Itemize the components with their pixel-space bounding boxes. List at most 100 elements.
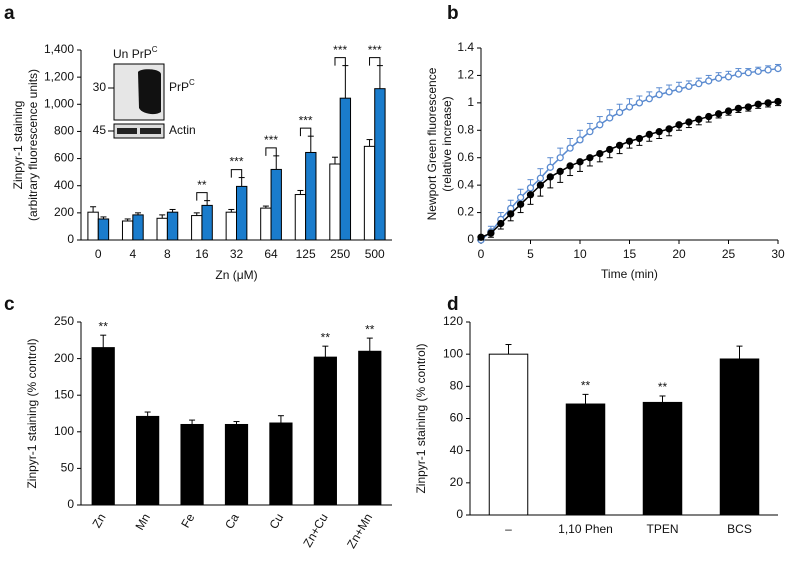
x-tick-label: Zn+Cu xyxy=(300,511,330,549)
bar xyxy=(488,353,529,516)
point xyxy=(576,158,584,166)
x-tick-label: – xyxy=(505,522,512,536)
y-tick-label: 40 xyxy=(450,443,464,457)
point xyxy=(744,69,752,77)
x-axis-label: Zn (μM) xyxy=(215,268,257,282)
panel-letter: a xyxy=(4,3,15,24)
y-tick-label: 0.2 xyxy=(457,205,474,219)
lane-label: PrP xyxy=(132,47,152,61)
significance-label: ** xyxy=(581,379,591,393)
significance-label: ** xyxy=(321,330,331,344)
y-tick-label: 60 xyxy=(450,411,464,425)
y-tick-label: 20 xyxy=(450,475,464,489)
bar xyxy=(363,145,376,241)
y-axis-label: Zinpyr-1 staining (% control) xyxy=(25,338,39,488)
bar xyxy=(156,217,168,241)
point xyxy=(487,229,495,237)
significance-label: *** xyxy=(333,43,347,57)
panel-letter: d xyxy=(447,294,459,315)
y-tick-label: 1.2 xyxy=(457,68,474,82)
x-tick-label: 125 xyxy=(296,247,316,261)
point xyxy=(714,74,723,82)
bar xyxy=(305,151,317,241)
point xyxy=(685,118,693,126)
y-axis-label: Newport Green fluorescence xyxy=(425,67,439,220)
point xyxy=(695,115,703,123)
lane-label-sup: C xyxy=(152,45,158,54)
significance-bracket xyxy=(299,127,312,137)
y-tick-label: 100 xyxy=(54,424,74,438)
western-blot-inset: Un PrPC 30 45 PrPC Actin xyxy=(93,45,196,139)
lane-label: Un xyxy=(113,47,128,61)
significance-bracket xyxy=(334,57,346,66)
panel-letter: c xyxy=(4,294,15,315)
bar xyxy=(180,423,204,506)
point xyxy=(655,90,663,99)
point xyxy=(744,103,752,111)
bar xyxy=(191,215,203,241)
lane-label: Un PrPC xyxy=(113,45,158,61)
point xyxy=(705,77,713,85)
significance-label: *** xyxy=(264,133,278,147)
bar xyxy=(565,403,606,516)
significance-label: ** xyxy=(197,178,207,192)
significance-bracket xyxy=(230,169,243,178)
point xyxy=(665,88,673,96)
point xyxy=(507,210,515,218)
x-tick-label: 16 xyxy=(195,247,209,261)
point xyxy=(724,73,733,81)
panel-letter: b xyxy=(447,3,459,24)
significance-bracket xyxy=(369,57,381,66)
x-tick-label: 25 xyxy=(722,247,736,261)
point xyxy=(774,97,782,106)
point xyxy=(625,103,634,111)
significance-label: ** xyxy=(99,319,109,333)
bar xyxy=(719,358,760,516)
point xyxy=(645,130,653,139)
point xyxy=(764,99,772,107)
x-tick-label: 8 xyxy=(164,247,171,261)
point xyxy=(536,174,545,182)
point xyxy=(705,112,713,121)
y-tick-label: 150 xyxy=(54,387,74,401)
line xyxy=(480,100,779,238)
y-axis-label: (arbitrary fluorescence units) xyxy=(26,69,40,221)
point xyxy=(655,128,663,136)
significance-label: *** xyxy=(368,43,382,57)
y-tick-label: 1,400 xyxy=(44,42,74,56)
blot-band xyxy=(138,69,161,115)
band-label: Actin xyxy=(169,123,196,137)
bar xyxy=(225,211,237,241)
bar xyxy=(294,194,307,241)
x-tick-label: TPEN xyxy=(646,522,678,536)
point xyxy=(685,82,693,91)
y-tick-label: 1 xyxy=(467,95,474,109)
y-tick-label: 0 xyxy=(67,232,74,246)
point xyxy=(516,200,525,208)
y-tick-label: 1.4 xyxy=(457,40,474,54)
point xyxy=(526,191,535,199)
y-tick-label: 400 xyxy=(54,178,74,192)
point xyxy=(635,134,644,143)
bar xyxy=(313,356,337,506)
y-axis-label: Zinpyr-1 staining (% control) xyxy=(414,343,428,493)
y-tick-label: 200 xyxy=(54,351,74,365)
x-tick-label: Mn xyxy=(133,511,153,532)
significance-bracket xyxy=(265,147,277,156)
bar xyxy=(260,207,272,241)
point xyxy=(516,193,525,202)
line xyxy=(480,67,779,241)
point xyxy=(645,95,653,103)
blot-band xyxy=(140,128,161,134)
bar xyxy=(87,211,99,241)
significance-label: *** xyxy=(299,113,313,127)
y-tick-label: 120 xyxy=(443,314,463,328)
y-tick-label: 0 xyxy=(67,497,74,511)
y-tick-label: 0.8 xyxy=(457,122,474,136)
bar xyxy=(236,185,248,241)
blot-band xyxy=(117,128,137,134)
bar xyxy=(166,211,179,241)
point xyxy=(596,121,604,129)
y-tick-label: 600 xyxy=(54,151,74,165)
